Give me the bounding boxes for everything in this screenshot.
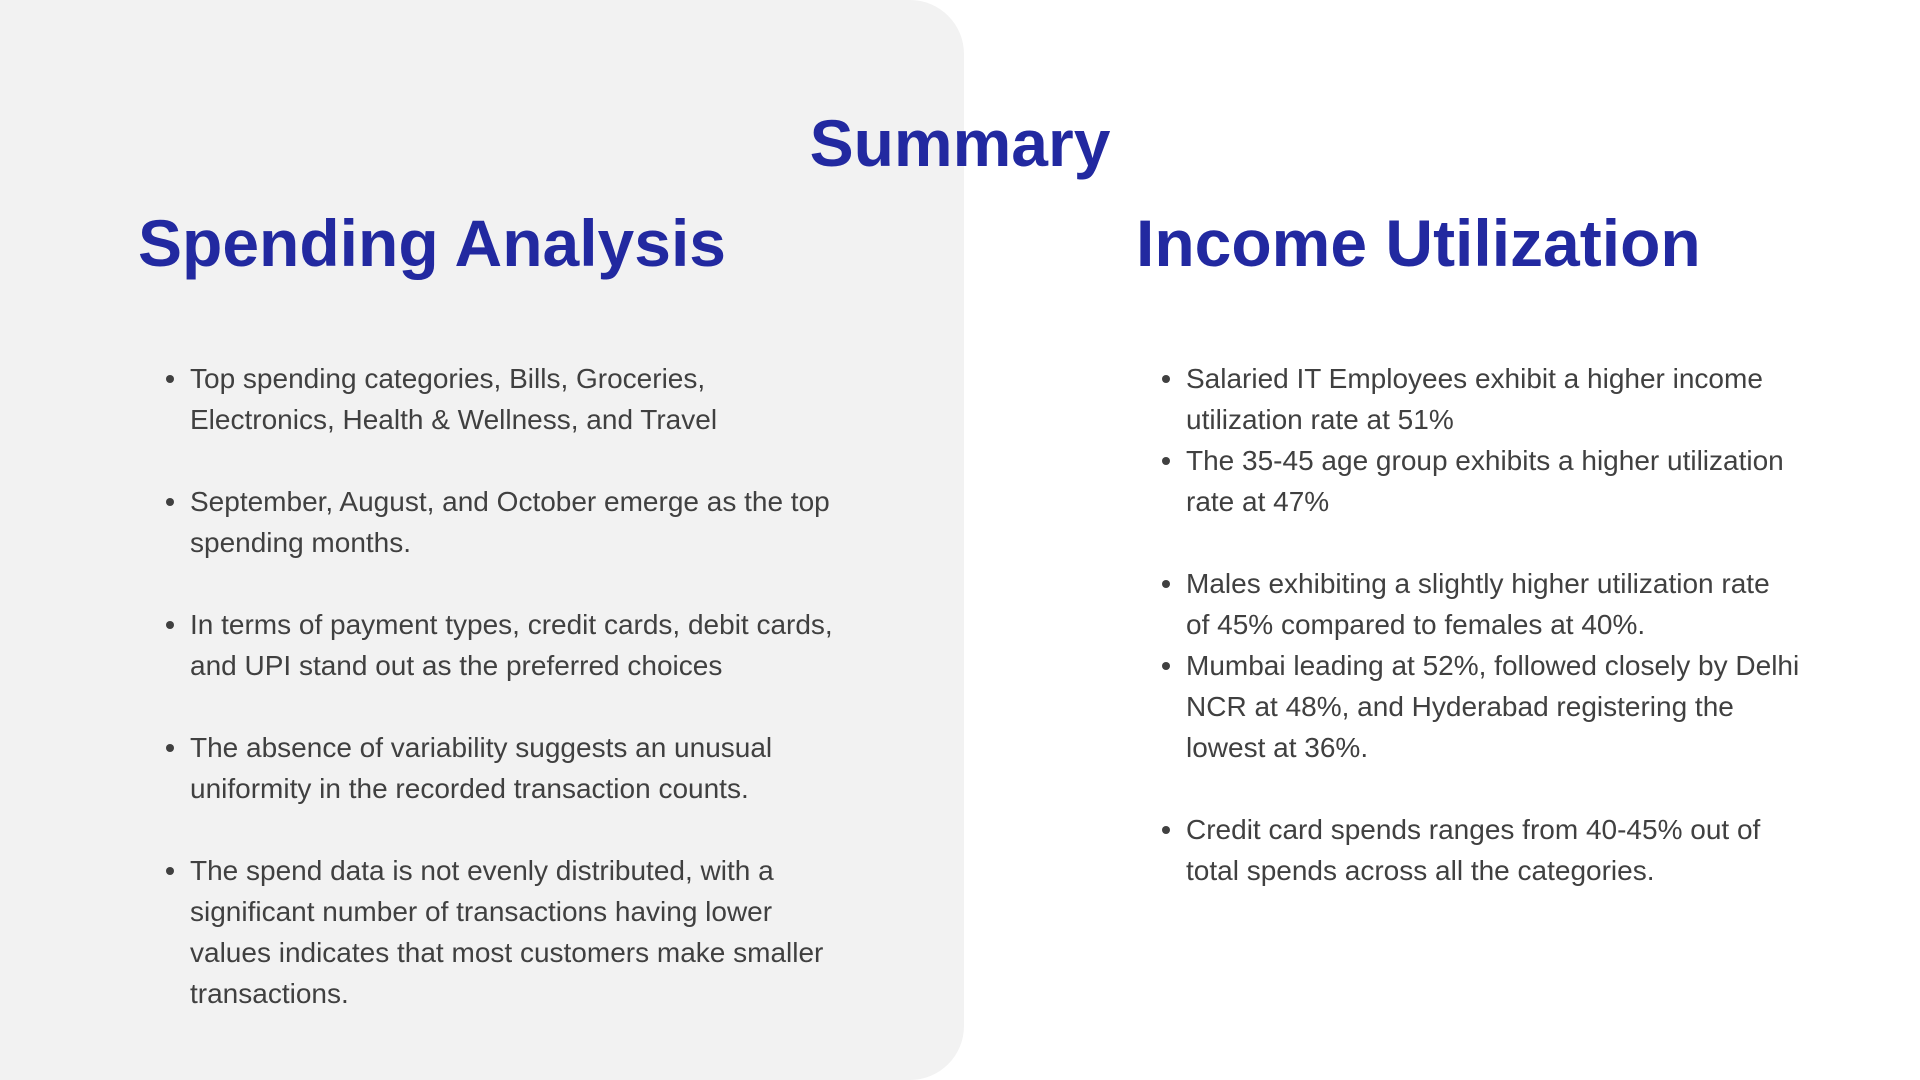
income-utilization-heading: Income Utilization <box>1136 206 1701 280</box>
left-panel-background <box>0 0 964 1080</box>
list-item: Mumbai leading at 52%, followed closely … <box>1160 645 1800 768</box>
list-item: The 35-45 age group exhibits a higher ut… <box>1160 440 1800 522</box>
list-item: Top spending categories, Bills, Grocerie… <box>164 358 844 440</box>
list-item: The absence of variability suggests an u… <box>164 727 844 809</box>
list-item: Males exhibiting a slightly higher utili… <box>1160 563 1800 645</box>
spending-analysis-list: Top spending categories, Bills, Grocerie… <box>164 358 844 1014</box>
list-item: The spend data is not evenly distributed… <box>164 850 844 1014</box>
spending-analysis-heading: Spending Analysis <box>138 206 727 280</box>
list-item: Credit card spends ranges from 40-45% ou… <box>1160 809 1800 891</box>
list-item: In terms of payment types, credit cards,… <box>164 604 844 686</box>
page-title: Summary <box>809 106 1111 180</box>
list-item: September, August, and October emerge as… <box>164 481 844 563</box>
income-utilization-list: Salaried IT Employees exhibit a higher i… <box>1160 358 1800 891</box>
list-item: Salaried IT Employees exhibit a higher i… <box>1160 358 1800 440</box>
